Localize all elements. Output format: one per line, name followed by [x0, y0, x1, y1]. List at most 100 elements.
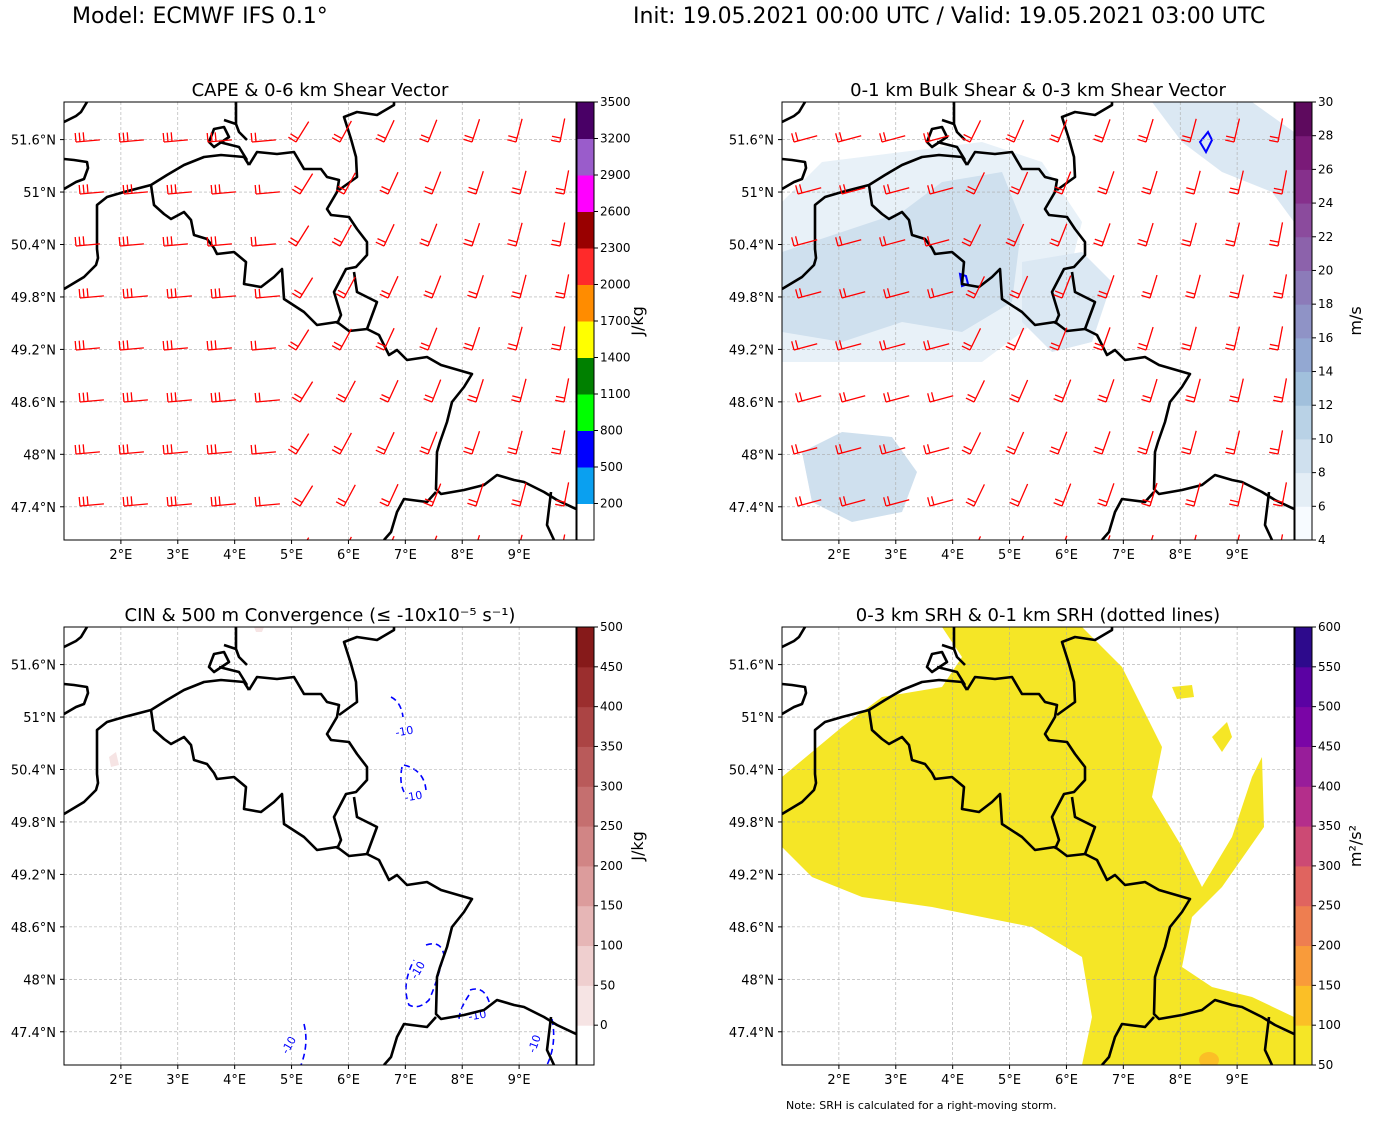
wind-barb — [1229, 170, 1244, 195]
wind-barb — [335, 172, 356, 195]
map-area: -10-10-10-10-10 -10 — [64, 627, 576, 1065]
wind-barb — [335, 276, 356, 299]
wind-barb — [467, 171, 484, 195]
wind-barb — [250, 340, 276, 351]
wind-barb — [511, 170, 527, 195]
wind-barb — [1009, 171, 1029, 195]
panel-title: CIN & 500 m Convergence (≤ -10x10⁻⁵ s⁻¹) — [125, 605, 516, 626]
colorbar: 200 500 800 1100 1400 1700 2000 2300 2600 2900 320… — [576, 95, 647, 541]
wind-barb — [122, 496, 148, 507]
colorbar-tick-label: 50 — [1318, 1058, 1333, 1072]
wind-barb — [254, 288, 280, 299]
lon-tick-label: 7°E — [394, 548, 417, 563]
wind-barb — [288, 329, 310, 351]
lon-tick-label: 5°E — [280, 1073, 303, 1088]
colorbar-bin — [577, 175, 594, 212]
wind-barb — [206, 444, 232, 455]
wind-barb — [1181, 118, 1197, 143]
srh-shading — [1199, 1052, 1219, 1065]
wind-barb — [1053, 171, 1072, 195]
lon-tick-label: 5°E — [280, 548, 303, 563]
colorbar-bin — [577, 865, 594, 907]
wind-barb — [1229, 274, 1244, 299]
wind-barb — [251, 549, 276, 558]
wind-barb — [291, 277, 314, 299]
wind-barb — [1181, 222, 1197, 247]
lat-tick-label: 48.6°N — [11, 396, 56, 411]
wind-barb — [1141, 170, 1158, 195]
wind-barb — [210, 392, 236, 403]
shear-shading — [1152, 102, 1294, 222]
lat-tick-label: 47.4°N — [729, 1026, 774, 1041]
colorbar-bin — [577, 627, 594, 668]
wind-barb — [1049, 327, 1068, 351]
wind-barb — [879, 236, 906, 247]
colorbar: 4 6 8 10 12 14 16 18 20 22 24 26 28 30 m/s — [1294, 95, 1365, 547]
wind-barb — [250, 132, 276, 143]
wind-barb — [1269, 222, 1284, 247]
wind-barb — [923, 132, 950, 143]
model-title: Model: ECMWF IFS 0.1° — [72, 4, 328, 29]
panel-2: 0-1 km Bulk Shear & 0-3 km Shear Vector 2… — [729, 80, 1365, 563]
wind-barb — [379, 275, 399, 299]
srh-shading — [1212, 722, 1232, 752]
lon-tick-label: 2°E — [827, 548, 850, 563]
contour-label: -10 — [394, 724, 414, 740]
wind-barb — [795, 184, 822, 195]
wind-barb — [961, 432, 982, 455]
colorbar-tick-label: 16 — [1318, 331, 1333, 345]
wind-barb — [1005, 119, 1025, 143]
wind-barb — [879, 132, 906, 143]
lon-tick-label: 9°E — [508, 548, 531, 563]
map-background — [64, 102, 576, 540]
colorbar-bin — [1295, 627, 1312, 668]
wind-barb — [835, 444, 862, 455]
colorbar-tick-label: 26 — [1318, 162, 1333, 176]
wind-barb — [419, 223, 438, 247]
colorbar-bin — [1295, 826, 1312, 867]
wind-barb — [795, 288, 822, 299]
colorbar-tick-label: 150 — [600, 899, 623, 913]
lat-tick-label: 51.6°N — [729, 134, 774, 149]
wind-barb — [883, 288, 910, 299]
lon-tick-label: 4°E — [223, 1073, 246, 1088]
wind-barb — [122, 184, 148, 195]
lon-tick-label: 4°E — [223, 548, 246, 563]
lon-tick-label: 9°E — [1226, 1073, 1249, 1088]
wind-barb — [335, 484, 356, 507]
wind-barb — [1273, 170, 1288, 195]
panel-1: CAPE & 0-6 km Shear Vector 2°E 3°E 4°E 5°E 6°… — [11, 80, 647, 563]
wind-barb — [375, 431, 395, 455]
wind-barb — [122, 392, 148, 403]
axes-frame — [63, 101, 577, 541]
wind-barb — [78, 288, 104, 299]
convergence-contour — [405, 942, 445, 1008]
wind-barb — [965, 484, 985, 507]
wind-barb — [1049, 431, 1068, 455]
colorbar-tick-label: 100 — [1318, 1018, 1341, 1032]
colorbar-bin — [1295, 371, 1312, 406]
wind-barb — [1093, 327, 1111, 351]
wind-barb — [166, 288, 192, 299]
wind-barbs — [791, 118, 1288, 540]
colorbar-tick-label: 30 — [1318, 95, 1333, 109]
lon-tick-label: 5°E — [998, 548, 1021, 563]
lat-tick-label: 51°N — [741, 186, 774, 201]
colorbar-tick-label: 450 — [600, 660, 623, 674]
wind-barb — [879, 444, 906, 455]
wind-barb — [839, 184, 866, 195]
wind-barb — [1225, 222, 1241, 247]
colorbar-tick-label: 28 — [1318, 129, 1333, 143]
colorbar-bin — [1295, 203, 1312, 238]
wind-barb — [1280, 534, 1284, 540]
lon-tick-label: 2°E — [109, 1073, 132, 1088]
colorbar-tick-label: 22 — [1318, 230, 1333, 244]
wind-barb — [835, 236, 862, 247]
colorbar-tick-label: 1100 — [600, 387, 631, 401]
colorbar-bin — [577, 826, 594, 867]
wind-barb — [162, 340, 188, 351]
wind-barb — [555, 378, 570, 403]
colorbar-bin — [1295, 865, 1312, 907]
wind-barb — [331, 224, 352, 247]
wind-barb — [511, 482, 527, 507]
